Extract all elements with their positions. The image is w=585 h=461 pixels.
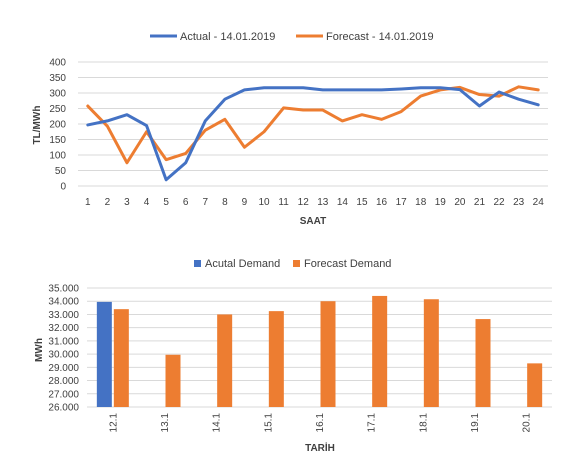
forecast-demand-bar: [217, 314, 233, 407]
legend-swatch-actual-demand: [194, 260, 201, 267]
line-chart-x-tick: 16: [376, 197, 388, 208]
line-chart-x-tick: 4: [144, 197, 150, 208]
legend-label-actual: Actual - 14.01.2019: [180, 31, 275, 43]
line-chart-x-tick: 8: [222, 197, 228, 208]
line-chart-y-tick: 350: [49, 73, 66, 84]
line-chart-x-tick: 21: [474, 197, 486, 208]
bar-chart-y-tick: 31.000: [48, 336, 79, 347]
forecast-demand-bar: [423, 299, 439, 407]
bar-chart-y-tick: 28.000: [48, 376, 79, 387]
line-chart-x-axis-title: SAAT: [300, 216, 326, 227]
bar-chart-x-axis-title: TARİH: [305, 441, 335, 454]
line-chart-x-tick: 20: [454, 197, 466, 208]
bar-chart-x-tick: 12.1: [108, 413, 119, 433]
line-chart-y-tick: 250: [49, 104, 66, 115]
line-chart-y-tick: 50: [55, 166, 67, 177]
line-chart-y-tick: 100: [49, 151, 66, 162]
bar-chart-x-tick: 15.1: [263, 413, 274, 433]
line-chart-y-tick: 0: [60, 182, 66, 193]
legend-label-actual-demand: Acutal Demand: [205, 258, 280, 270]
bar-chart-y-tick: 35.000: [48, 284, 79, 295]
bar-chart-y-tick: 26.000: [48, 403, 79, 414]
line-chart: Actual - 14.01.2019 Forecast - 14.01.2019…: [32, 31, 548, 227]
forecast-demand-bar: [475, 319, 491, 407]
line-chart-x-tick: 14: [337, 197, 349, 208]
line-chart-x-tick: 3: [124, 197, 130, 208]
bar-chart-y-tick: 27.000: [48, 389, 79, 400]
bar-chart-legend: Acutal Demand Forecast Demand: [194, 258, 391, 270]
bar-chart-y-tick: 34.000: [48, 297, 79, 308]
bar-chart-x-tick: 17.1: [367, 413, 378, 433]
legend-label-forecast: Forecast - 14.01.2019: [326, 31, 434, 43]
line-chart-x-tick: 24: [533, 197, 545, 208]
line-chart-x-tick: 12: [298, 197, 310, 208]
bar-chart-x-tick: 14.1: [212, 413, 223, 433]
bar-chart-y-axis-title: MWh: [34, 338, 45, 362]
line-chart-y-axis-title: TL/MWh: [32, 106, 43, 145]
legend-swatch-forecast-demand: [293, 260, 300, 267]
forecast-demand-bar: [320, 301, 336, 407]
line-chart-y-tick: 150: [49, 135, 66, 146]
bar-chart-y-tick: 30.000: [48, 350, 79, 361]
forecast-demand-bar: [527, 363, 543, 407]
legend-label-forecast-demand: Forecast Demand: [304, 258, 391, 270]
bar-chart-y-tick: 33.000: [48, 310, 79, 321]
forecast-demand-bar: [165, 354, 181, 407]
line-chart-x-tick: 7: [203, 197, 209, 208]
line-chart-series: [86, 85, 540, 182]
line-chart-y-tick: 300: [49, 89, 66, 100]
line-chart-x-tick: 11: [278, 197, 289, 208]
bar-chart-bars: [96, 295, 543, 407]
line-chart-x-tick: 22: [493, 197, 505, 208]
bar-chart: Acutal Demand Forecast Demand 26.000 27.00…: [34, 258, 552, 454]
bar-chart-x-tick: 18.1: [418, 413, 429, 433]
bar-chart-x-tick: 20.1: [522, 413, 533, 433]
line-chart-x-tick: 15: [356, 197, 368, 208]
bar-chart-x-tick: 13.1: [160, 413, 171, 433]
line-series-actual: [86, 86, 540, 182]
bar-chart-y-ticks: 26.000 27.000 28.000 29.000 30.000 31.000 32.0…: [48, 284, 79, 414]
forecast-demand-bar: [268, 311, 284, 407]
line-chart-y-ticks: 0 50 100 150 200 250 300 350 400: [49, 58, 66, 193]
line-chart-x-tick: 18: [415, 197, 427, 208]
line-chart-y-tick: 400: [49, 58, 66, 69]
line-chart-x-tick: 23: [513, 197, 525, 208]
actual-demand-bar: [96, 301, 112, 407]
bar-chart-x-tick: 19.1: [470, 413, 481, 433]
line-chart-x-tick: 19: [435, 197, 447, 208]
line-chart-x-tick: 2: [105, 197, 111, 208]
line-chart-x-ticks: 1 2 3 4 5 6 7 8 9 10 11 12 13 14 15 16 17 18 19 20 21 22 23 24: [85, 197, 544, 208]
line-chart-y-tick: 200: [49, 120, 66, 131]
line-chart-x-tick: 17: [396, 197, 408, 208]
line-series-forecast: [86, 85, 540, 165]
forecast-demand-bar: [113, 309, 129, 407]
line-chart-grid: [78, 61, 548, 187]
line-chart-x-tick: 9: [242, 197, 248, 208]
forecast-demand-bar: [372, 295, 388, 407]
bar-chart-y-tick: 29.000: [48, 363, 79, 374]
bar-chart-x-tick: 16.1: [315, 413, 326, 433]
line-chart-x-tick: 6: [183, 197, 189, 208]
bar-chart-grid: [87, 287, 552, 408]
bar-chart-x-ticks: 12.1 13.1 14.1 15.1 16.1 17.1 18.1 19.1 20.1: [108, 413, 532, 433]
line-chart-x-tick: 1: [85, 197, 91, 208]
line-chart-x-tick: 13: [317, 197, 329, 208]
line-chart-x-tick: 5: [163, 197, 169, 208]
line-chart-legend: Actual - 14.01.2019 Forecast - 14.01.2019: [150, 31, 434, 43]
line-chart-x-tick: 10: [258, 197, 270, 208]
bar-chart-y-tick: 32.000: [48, 323, 79, 334]
